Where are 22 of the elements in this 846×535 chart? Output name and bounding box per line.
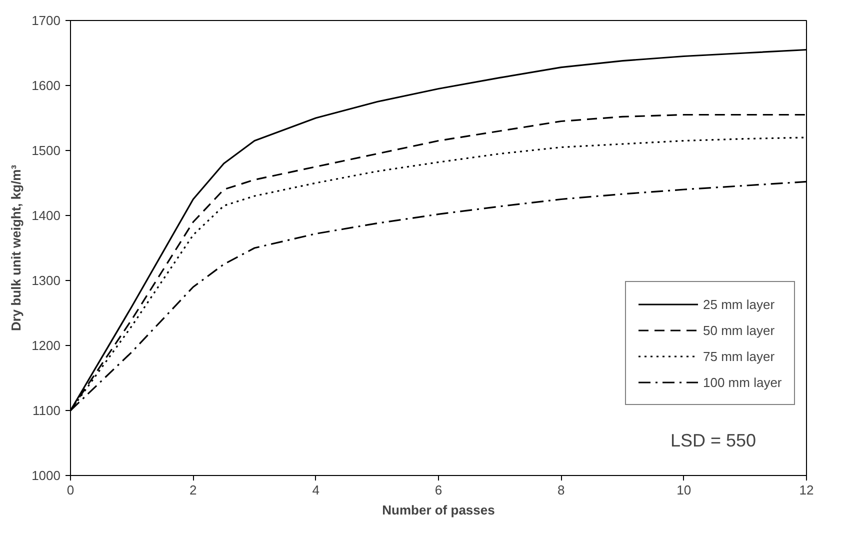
x-tick-label: 6: [434, 482, 442, 498]
legend-label: 25 mm layer: [703, 296, 775, 312]
y-axis-title: Dry bulk unit weight, kg/m³: [8, 164, 24, 332]
legend-label: 100 mm layer: [703, 374, 782, 390]
y-tick-label: 1500: [32, 143, 60, 158]
y-tick-label: 1600: [32, 78, 60, 93]
y-tick-label: 1200: [32, 338, 60, 353]
x-tick-label: 0: [66, 482, 74, 498]
x-tick-label: 8: [558, 482, 565, 498]
y-tick-label: 1300: [32, 273, 60, 288]
x-tick-label: 2: [190, 482, 197, 498]
x-tick-label: 10: [676, 482, 692, 498]
y-tick-label: 1000: [32, 468, 60, 483]
x-axis-title: Number of passes: [382, 502, 495, 518]
annotation: LSD = 550: [670, 430, 756, 450]
y-tick-label: 1400: [32, 208, 60, 223]
x-tick-label: 4: [312, 482, 320, 498]
y-tick-label: 1100: [32, 403, 61, 418]
legend-label: 75 mm layer: [703, 348, 775, 364]
x-tick-label: 12: [799, 482, 814, 498]
y-tick-label: 1700: [32, 13, 60, 28]
legend-label: 50 mm layer: [703, 322, 775, 338]
